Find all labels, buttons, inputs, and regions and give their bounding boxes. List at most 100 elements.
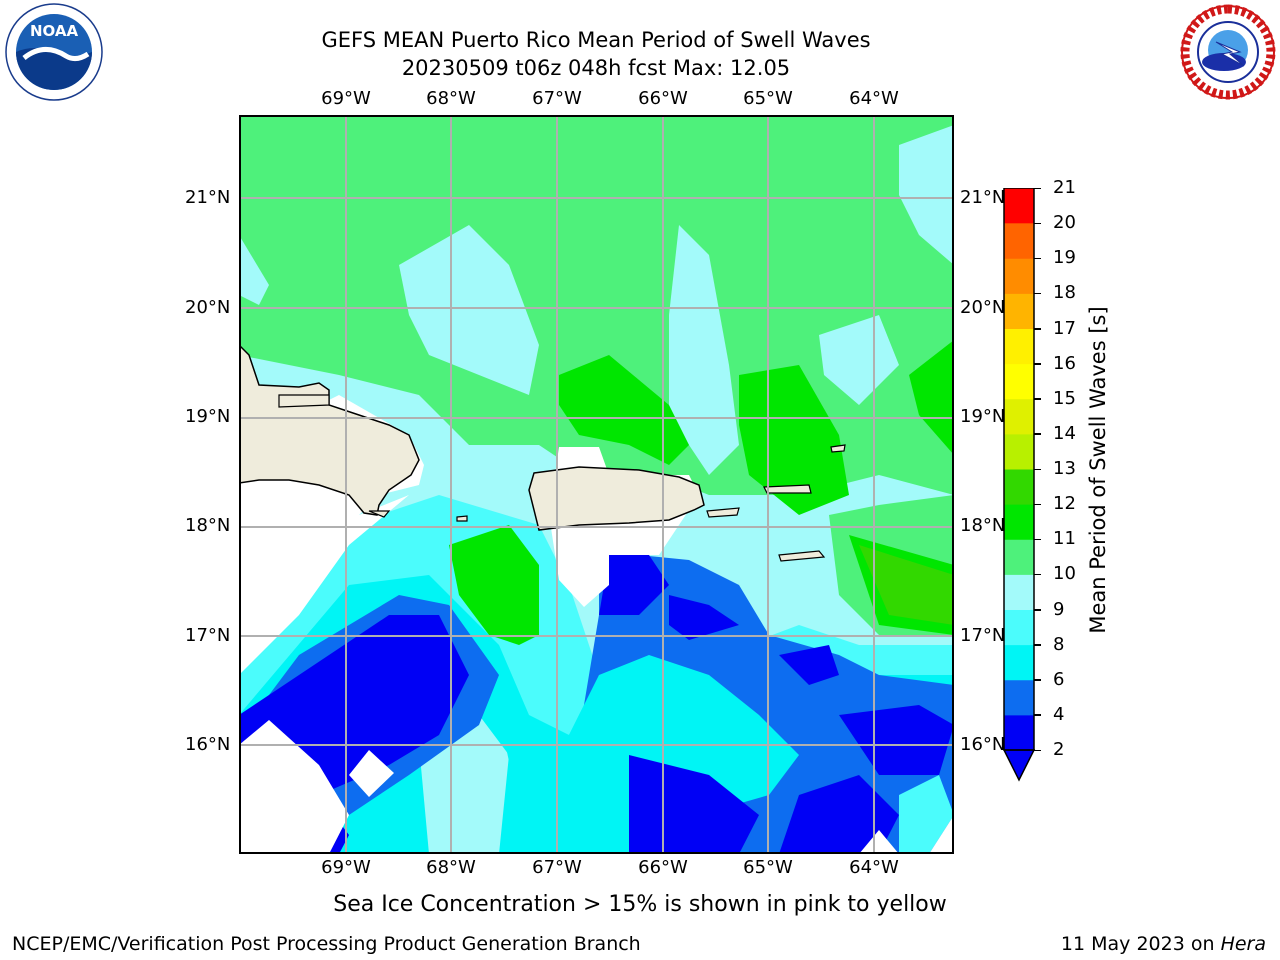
swell-contour-2-4 xyxy=(669,595,739,640)
colorbar-segment xyxy=(1004,293,1034,329)
colorbar-tick xyxy=(1034,538,1041,541)
lon-label-top: 68°W xyxy=(426,88,476,109)
colorbar-tick xyxy=(1034,433,1041,435)
colorbar-segment xyxy=(1004,433,1034,470)
colorbar-tick xyxy=(1034,573,1041,576)
swell-contour-9-10 xyxy=(669,225,739,475)
swell-contour-12-13 xyxy=(859,545,954,625)
lat-label-left: 19°N xyxy=(185,406,231,427)
land-island xyxy=(278,394,330,408)
colorbar-segment xyxy=(1004,574,1034,610)
swell-contour-2-4 xyxy=(599,555,669,615)
colorbar-tick-label: 18 xyxy=(1053,282,1076,304)
swell-contour-11-12 xyxy=(559,355,689,465)
land-island xyxy=(456,515,468,522)
swell-contour-2-4 xyxy=(629,755,759,854)
gridlines xyxy=(239,115,954,854)
colorbar-tick-label: 21 xyxy=(1053,177,1076,198)
swell-contour-9-10 xyxy=(899,125,954,265)
colorbar-tick-label: 4 xyxy=(1053,703,1065,725)
colorbar-segment xyxy=(1004,679,1034,716)
lon-label-top: 64°W xyxy=(849,88,899,109)
svg-text:NOAA: NOAA xyxy=(30,22,79,40)
land-st-croix xyxy=(778,550,826,562)
colorbar-tick-label: 12 xyxy=(1053,493,1076,515)
colorbar xyxy=(1001,188,1037,784)
lon-label-bottom: 65°W xyxy=(743,857,793,878)
swell-contour-2-4 xyxy=(779,775,899,854)
colorbar-tick-label: 16 xyxy=(1053,352,1076,374)
land-puerto-rico xyxy=(528,466,705,531)
swell-contour-9-10 xyxy=(819,315,899,405)
swell-contour-2-4 xyxy=(779,645,839,685)
colorbar-tick xyxy=(1034,363,1041,365)
colorbar-segment xyxy=(1004,398,1034,435)
land-virgin-islands xyxy=(763,484,812,494)
colorbar-segment xyxy=(1004,714,1034,751)
colorbar-tick xyxy=(1034,187,1041,189)
lat-label-right: 18°N xyxy=(960,515,1006,536)
lon-label-top: 66°W xyxy=(638,88,688,109)
colorbar-segment xyxy=(1004,188,1034,224)
lat-label-left: 16°N xyxy=(185,734,231,755)
colorbar-segment xyxy=(1004,223,1034,259)
lat-label-right: 16°N xyxy=(960,734,1006,755)
colorbar-segment xyxy=(1004,363,1034,400)
lat-label-left: 18°N xyxy=(185,515,231,536)
colorbar-tick-label: 6 xyxy=(1053,668,1065,690)
colorbar-tick xyxy=(1034,749,1041,751)
lat-label-right: 20°N xyxy=(960,297,1006,318)
colorbar-tick xyxy=(1034,328,1041,330)
swell-contour-2-4 xyxy=(839,705,954,775)
colorbar-segment xyxy=(1004,504,1034,540)
land-island xyxy=(830,444,846,453)
colorbar-tick-label: 13 xyxy=(1053,458,1076,479)
footer-machine: Hera xyxy=(1220,933,1266,955)
colorbar-tick xyxy=(1034,257,1041,260)
land-virgin-islands xyxy=(706,507,740,518)
colorbar-tick-label: 14 xyxy=(1053,422,1076,444)
footer-date: 11 May 2023 on Hera xyxy=(1061,933,1266,955)
noaa-logo: NOAA xyxy=(4,2,104,102)
swell-contour-11-12 xyxy=(909,340,954,455)
swell-contour-11-12 xyxy=(449,525,539,645)
colorbar-segment xyxy=(1004,609,1034,646)
colorbar-segment xyxy=(1004,258,1034,294)
colorbar-tick xyxy=(1034,609,1041,611)
lat-label-right: 21°N xyxy=(960,187,1006,208)
colorbar-tick xyxy=(1034,398,1041,400)
map-frame xyxy=(239,115,954,854)
colorbar-tick-label: 9 xyxy=(1053,598,1065,620)
colorbar-segment xyxy=(1004,328,1034,365)
lon-label-top: 65°W xyxy=(743,88,793,109)
colorbar-tick xyxy=(1034,222,1041,225)
lon-label-bottom: 68°W xyxy=(426,857,476,878)
lon-label-bottom: 67°W xyxy=(532,857,582,878)
colorbar-axis-label: Mean Period of Swell Waves [s] xyxy=(1086,306,1110,634)
swell-contour-9-10 xyxy=(399,225,539,395)
colorbar-tick xyxy=(1034,468,1041,470)
lon-label-bottom: 66°W xyxy=(638,857,688,878)
colorbar-tick xyxy=(1034,292,1041,295)
colorbar-tick xyxy=(1034,644,1041,646)
colorbar-tick-label: 19 xyxy=(1053,247,1076,269)
colorbar-tick-label: 2 xyxy=(1053,739,1065,760)
swell-contour-11-12 xyxy=(739,365,849,515)
sea-ice-caption: Sea Ice Concentration > 15% is shown in … xyxy=(333,892,947,917)
colorbar-tick-label: 11 xyxy=(1053,528,1076,550)
colorbar-tick-label: 20 xyxy=(1053,212,1076,234)
colorbar-segment xyxy=(1004,644,1034,681)
no-data-area xyxy=(239,720,349,854)
colorbar-tick-label: 8 xyxy=(1053,633,1065,655)
lon-label-top: 67°W xyxy=(532,88,582,109)
swell-contour-9-10 xyxy=(239,235,269,305)
footer-date-text: 11 May 2023 on xyxy=(1060,933,1221,955)
lat-label-left: 21°N xyxy=(185,187,231,208)
lat-label-left: 17°N xyxy=(185,625,231,646)
colorbar-tick-label: 15 xyxy=(1053,387,1076,409)
no-data-area xyxy=(929,815,954,854)
no-data-area xyxy=(239,495,409,675)
colorbar-segment xyxy=(1004,469,1034,505)
land-island xyxy=(368,510,391,518)
lat-label-left: 20°N xyxy=(185,297,231,318)
